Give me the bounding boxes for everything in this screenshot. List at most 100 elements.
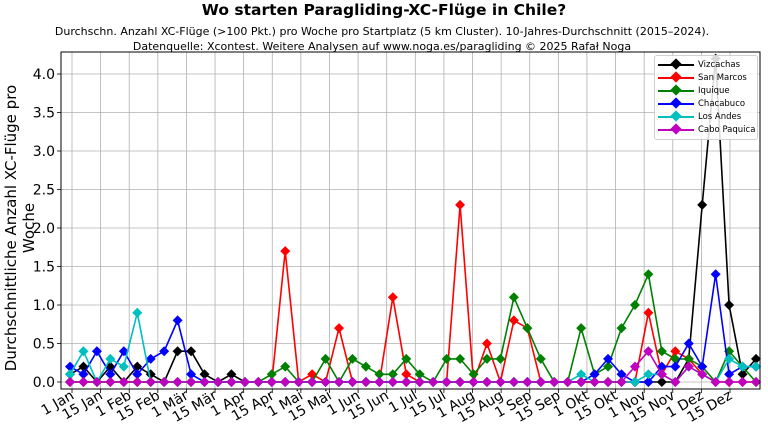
data-point-marker [751,353,761,364]
data-point-marker [670,377,681,387]
data-point-marker [576,369,587,380]
data-point-marker [468,377,479,387]
data-point-marker [751,377,761,387]
data-point-marker [549,377,560,387]
legend-marker-icon [658,71,694,84]
data-point-marker [401,377,412,387]
data-point-marker [616,369,627,380]
data-point-marker [724,377,735,387]
data-point-marker [710,377,721,387]
data-point-marker [481,353,492,364]
data-point-marker [589,377,600,387]
data-point-marker [280,377,291,387]
plot-frame [60,51,761,390]
data-point-marker [145,377,156,387]
data-point-marker [360,377,371,387]
y-tick-label: 0.5 [33,337,55,353]
data-point-marker [172,377,183,387]
data-point-marker [159,377,170,387]
data-point-marker [724,369,735,380]
data-point-marker [374,377,385,387]
data-point-marker [629,361,640,372]
chart-title: Wo starten Paragliding-XC-Flüge in Chile… [201,1,567,19]
data-point-marker [603,377,614,387]
data-point-marker [481,377,492,387]
data-point-marker [737,369,748,380]
data-point-marker [562,377,573,387]
data-point-marker [347,377,358,387]
data-point-marker [522,377,533,387]
data-point-marker [360,361,371,372]
data-point-marker [226,369,237,380]
data-point-marker [629,377,640,387]
data-point-marker [320,353,331,364]
legend: Vizcachas San Marcos Iquique Chacabuco L… [654,55,758,140]
data-point-marker [428,377,439,387]
data-point-marker [118,361,129,372]
data-point-marker [683,361,694,372]
data-point-marker [253,377,264,387]
data-point-marker [239,377,250,387]
data-point-marker [697,369,708,380]
data-point-marker [535,353,546,364]
data-point-marker [535,377,546,387]
data-point-marker [576,323,587,334]
data-point-marker [522,323,533,334]
data-point-marker [616,377,627,387]
data-point-marker [643,307,654,318]
data-point-marker [643,369,654,380]
data-point-marker [212,377,223,387]
data-point-marker [508,315,519,326]
data-point-marker [468,369,479,380]
data-point-marker [307,377,318,387]
data-series [65,53,761,387]
data-point-marker [78,346,89,357]
y-tick-label: 2.5 [33,183,55,199]
data-point-marker [78,369,89,380]
data-point-marker [683,338,694,349]
data-point-marker [374,369,385,380]
data-point-marker [414,369,425,380]
data-point-marker [683,353,694,364]
y-axis-ticks: 0.0 0.5 1.0 1.5 2.0 2.5 3.0 3.5 4.0 [33,67,61,391]
legend-marker-icon [658,84,694,97]
data-point-marker [320,377,331,387]
y-tick-label: 3.0 [33,144,55,160]
data-point-marker [751,361,761,372]
legend-item-chacabuco: Chacabuco [655,97,745,110]
data-point-marker [186,369,197,380]
data-point-marker [105,377,116,387]
data-point-marker [670,346,681,357]
data-point-marker [266,377,277,387]
data-point-marker [199,369,210,380]
data-point-marker [495,377,506,387]
data-point-marker [737,361,748,372]
data-point-marker [78,377,89,387]
data-point-marker [334,377,345,387]
data-point-marker [293,377,304,387]
data-point-marker [656,369,667,380]
data-point-marker [589,369,600,380]
legend-marker-icon [658,97,694,110]
data-point-marker [414,377,425,387]
data-point-marker [697,361,708,372]
chart-source-note: Datenquelle: Xcontest. Weitere Analysen … [132,40,632,53]
data-point-marker [724,353,735,364]
data-point-marker [172,346,183,357]
data-point-marker [724,300,735,310]
data-point-marker [347,353,358,364]
y-tick-label: 1.5 [33,260,55,276]
data-point-marker [105,369,116,380]
data-point-marker [387,369,398,380]
y-tick-label: 4.0 [33,67,55,83]
data-point-marker [132,307,143,318]
legend-marker-icon [658,110,694,123]
data-point-marker [481,338,492,349]
data-point-marker [629,300,640,310]
data-point-marker [65,369,75,380]
data-point-marker [643,377,654,387]
y-tick-label: 3.5 [33,106,55,122]
legend-item-iquique: Iquique [655,84,730,97]
